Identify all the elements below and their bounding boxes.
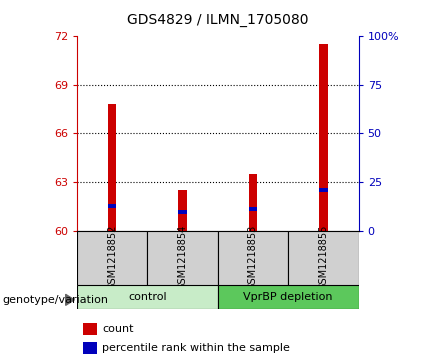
Text: VprBP depletion: VprBP depletion: [243, 292, 333, 302]
Bar: [77, 285, 218, 309]
Text: GSM1218852: GSM1218852: [107, 225, 117, 290]
Text: GSM1218855: GSM1218855: [319, 225, 328, 290]
Bar: [77, 231, 147, 285]
Text: GSM1218854: GSM1218854: [178, 225, 187, 290]
Bar: [249, 174, 257, 231]
Bar: [319, 44, 328, 231]
Bar: [218, 231, 288, 285]
Text: GDS4829 / ILMN_1705080: GDS4829 / ILMN_1705080: [127, 13, 308, 27]
Bar: [83, 342, 97, 354]
Text: GSM1218853: GSM1218853: [248, 225, 258, 290]
Bar: [108, 204, 117, 208]
Bar: [218, 285, 359, 309]
Bar: [178, 190, 187, 231]
Polygon shape: [66, 294, 74, 305]
Bar: [108, 104, 117, 231]
Bar: [147, 231, 218, 285]
Text: genotype/variation: genotype/variation: [2, 295, 108, 305]
Text: count: count: [103, 324, 134, 334]
Bar: [249, 207, 257, 212]
Text: control: control: [128, 292, 167, 302]
Bar: [83, 323, 97, 335]
Text: percentile rank within the sample: percentile rank within the sample: [103, 343, 290, 353]
Bar: [288, 231, 359, 285]
Bar: [178, 210, 187, 214]
Bar: [319, 188, 328, 192]
